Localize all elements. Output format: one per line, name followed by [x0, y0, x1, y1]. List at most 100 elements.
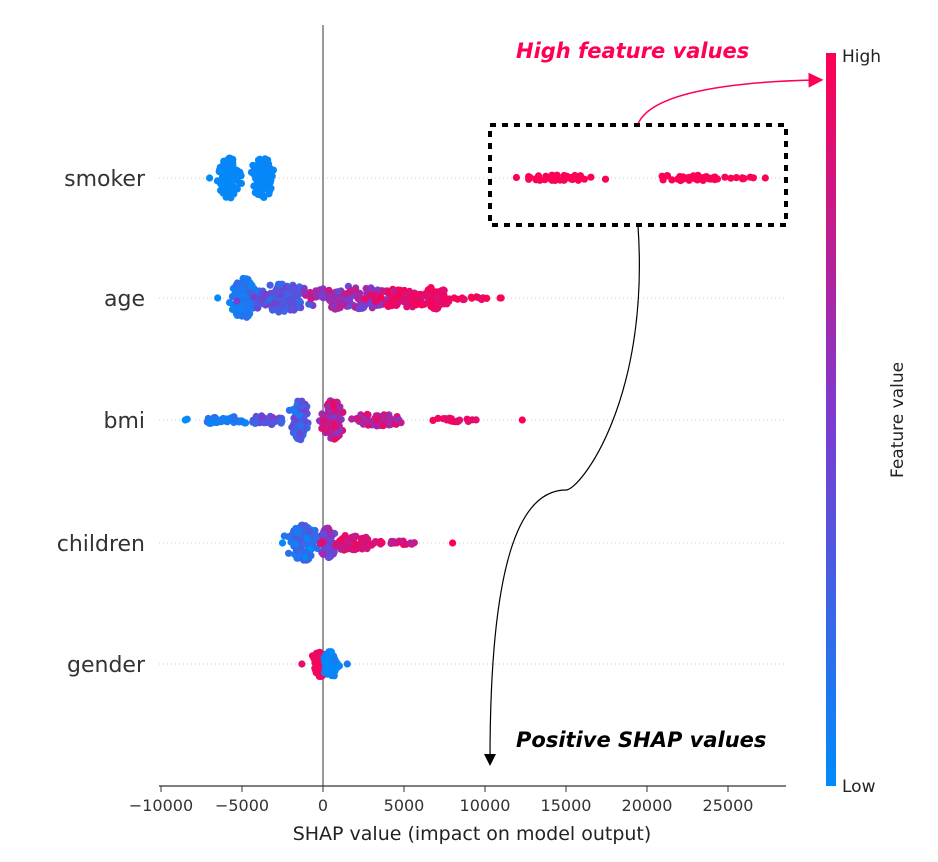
- x-tick-label: 0: [318, 796, 328, 815]
- x-ticks: −10000 −5000 0 5000 10000 15000 20000 25000: [129, 786, 753, 815]
- point-smoker: [256, 187, 264, 195]
- point-age: [345, 297, 353, 306]
- point-smoker: [512, 173, 521, 182]
- point-age: [477, 295, 485, 303]
- point-gender: [331, 656, 339, 664]
- point-children: [378, 539, 386, 547]
- point-smoker: [746, 173, 754, 181]
- point-children: [316, 540, 325, 548]
- point-age: [317, 291, 325, 299]
- point-bmi: [332, 407, 340, 415]
- feature-label-gender: gender: [67, 653, 146, 678]
- point-smoker: [721, 173, 729, 181]
- point-smoker: [663, 172, 672, 180]
- point-smoker: [601, 175, 610, 183]
- point-children: [320, 530, 328, 538]
- point-age: [230, 292, 238, 300]
- point-smoker: [260, 179, 268, 187]
- point-children: [292, 547, 300, 555]
- point-age: [307, 295, 315, 303]
- point-age: [214, 294, 222, 302]
- point-children: [327, 531, 335, 539]
- point-bmi: [320, 417, 328, 425]
- point-age: [439, 286, 447, 294]
- point-age: [371, 297, 379, 306]
- point-bmi: [518, 416, 526, 424]
- point-bmi: [291, 425, 299, 433]
- point-children: [390, 538, 398, 546]
- point-bmi: [354, 415, 362, 423]
- point-age: [242, 309, 250, 317]
- point-smoker: [266, 169, 274, 177]
- x-tick-label: 15000: [541, 796, 592, 815]
- point-age: [290, 292, 298, 300]
- point-bmi: [464, 417, 472, 426]
- point-age: [275, 281, 284, 289]
- point-gender: [343, 660, 351, 668]
- x-tick-label: 5000: [384, 796, 425, 815]
- point-children: [330, 548, 338, 556]
- point-smoker: [267, 176, 275, 184]
- point-children: [372, 538, 380, 546]
- point-smoker: [761, 174, 769, 182]
- point-bmi: [434, 414, 442, 422]
- point-age: [497, 294, 505, 302]
- point-smoker: [677, 177, 685, 185]
- point-smoker: [260, 193, 268, 201]
- point-children: [291, 540, 299, 548]
- positive-shap-annotation: Positive SHAP values: [516, 728, 766, 752]
- point-smoker: [587, 173, 595, 181]
- feature-label-age: age: [104, 287, 145, 312]
- point-children: [301, 553, 309, 561]
- point-children: [352, 542, 360, 550]
- point-age: [270, 299, 278, 308]
- point-bmi: [297, 398, 305, 406]
- point-bmi: [374, 414, 382, 422]
- colorbar-low-label: Low: [842, 777, 876, 797]
- point-gender: [326, 663, 334, 671]
- point-bmi: [363, 410, 371, 418]
- point-smoker: [229, 186, 238, 195]
- point-smoker: [738, 175, 746, 183]
- colorbar-title: Feature value: [888, 362, 908, 478]
- point-smoker: [228, 162, 236, 171]
- point-bmi: [348, 415, 356, 423]
- point-bmi: [365, 417, 373, 425]
- point-smoker: [217, 186, 225, 194]
- point-bmi: [223, 415, 231, 423]
- point-age: [262, 290, 270, 298]
- point-children: [305, 528, 313, 536]
- point-smoker: [251, 168, 259, 176]
- point-bmi: [386, 414, 394, 423]
- point-age: [368, 292, 376, 300]
- point-gender: [325, 650, 333, 658]
- x-tick-label: 10000: [460, 796, 511, 815]
- x-tick-label: −5000: [215, 796, 269, 815]
- point-age: [389, 287, 397, 295]
- point-age: [435, 302, 443, 310]
- point-bmi: [181, 416, 189, 424]
- point-smoker: [533, 175, 541, 184]
- point-smoker: [206, 174, 214, 182]
- point-age: [280, 297, 288, 305]
- point-smoker: [542, 172, 550, 180]
- point-smoker: [556, 176, 564, 184]
- point-age: [272, 286, 280, 294]
- point-age: [233, 297, 241, 305]
- point-age: [403, 300, 411, 308]
- point-gender: [298, 660, 306, 668]
- point-children: [293, 554, 301, 562]
- point-children: [349, 533, 357, 541]
- point-bmi: [359, 420, 367, 428]
- point-bmi: [260, 419, 268, 427]
- point-smoker: [264, 156, 272, 164]
- point-smoker: [548, 171, 556, 179]
- point-bmi: [251, 419, 259, 427]
- point-smoker: [253, 178, 262, 186]
- point-smoker: [216, 163, 224, 171]
- point-smoker: [727, 174, 735, 182]
- point-age: [300, 287, 308, 295]
- point-children: [319, 550, 327, 558]
- point-smoker: [576, 172, 585, 180]
